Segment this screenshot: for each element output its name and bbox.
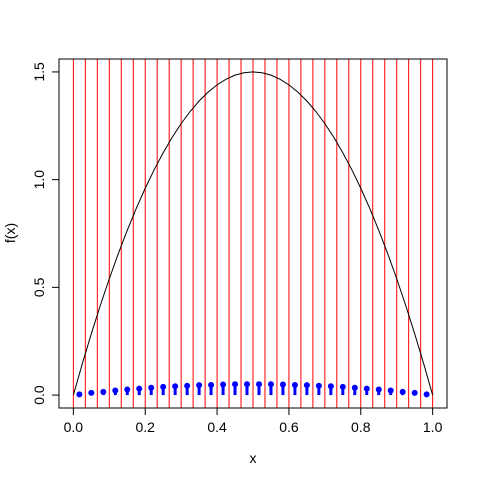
- y-tick-label: 0.0: [31, 385, 47, 405]
- point: [315, 382, 322, 389]
- point: [351, 384, 358, 391]
- point: [339, 383, 346, 390]
- curve: [72, 71, 434, 396]
- point: [423, 391, 430, 398]
- y-tick-label: 1.5: [31, 62, 47, 82]
- point: [244, 381, 251, 388]
- point: [279, 381, 286, 388]
- point: [184, 382, 191, 389]
- x-tick-label: 0.6: [279, 419, 299, 435]
- point: [291, 381, 298, 388]
- point: [88, 389, 95, 396]
- point: [124, 386, 131, 393]
- point: [172, 383, 179, 390]
- x-tick-label: 0.8: [351, 419, 371, 435]
- point: [112, 387, 119, 394]
- point: [255, 381, 262, 388]
- x-axis-label: x: [250, 450, 257, 466]
- point: [303, 382, 310, 389]
- point: [160, 383, 167, 390]
- point: [136, 385, 143, 392]
- x-tick-label: 0.2: [135, 419, 155, 435]
- point: [232, 381, 239, 388]
- point: [148, 384, 155, 391]
- point: [76, 391, 83, 398]
- point: [363, 385, 370, 392]
- point: [375, 386, 382, 393]
- point: [220, 381, 227, 388]
- x-tick-label: 0.0: [64, 419, 84, 435]
- x-tick-label: 0.4: [207, 419, 227, 435]
- point: [399, 388, 406, 395]
- point: [411, 389, 418, 396]
- y-tick-label: 0.5: [31, 277, 47, 297]
- point: [208, 381, 215, 388]
- point: [100, 388, 107, 395]
- y-tick-label: 1.0: [31, 170, 47, 190]
- point: [387, 387, 394, 394]
- y-axis-label: f(x): [2, 223, 18, 243]
- x-tick-label: 1.0: [423, 419, 443, 435]
- point: [267, 381, 274, 388]
- point: [196, 382, 203, 389]
- point: [327, 383, 334, 390]
